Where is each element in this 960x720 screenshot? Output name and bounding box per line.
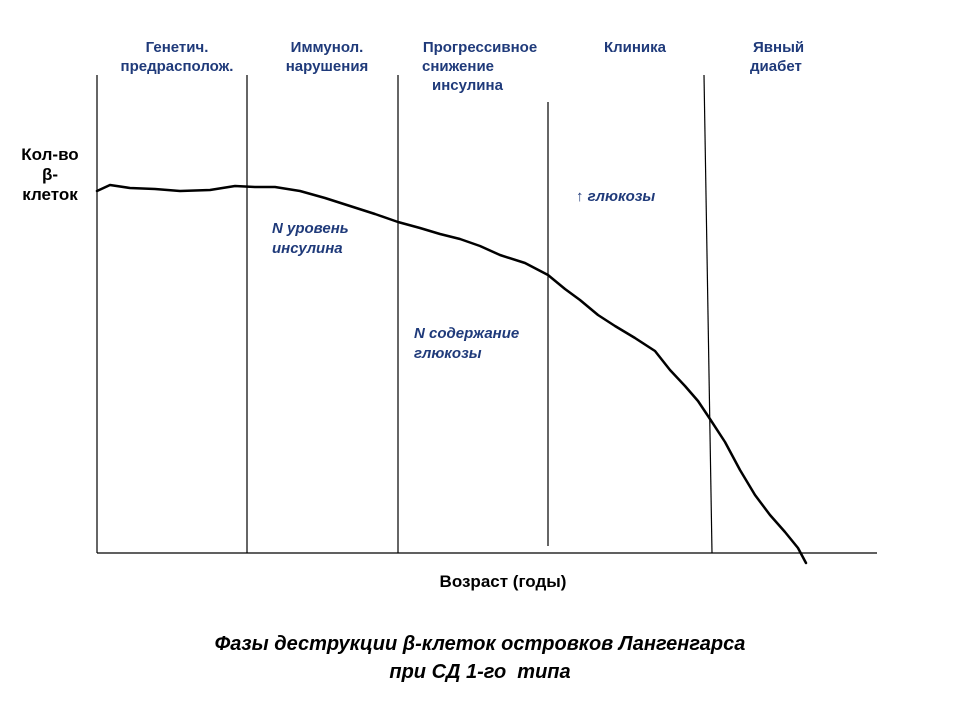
note-glucose-content-line-1: N содержание: [414, 325, 520, 342]
note-glucose-rise-text: ↑ глюкозы: [576, 188, 656, 205]
beta-cell-curve: [95, 183, 808, 565]
note-insulin-level-line-1: N уровень: [272, 220, 349, 237]
phase-label-insulin-decline-line-3: инсулина: [432, 77, 503, 94]
note-glucose-rise: ↑ глюкозы: [576, 187, 655, 207]
phase-label-clinic: Клиника: [585, 38, 685, 57]
note-insulin-level: N уровень инсулина: [272, 219, 349, 259]
phase-label-genetic-line-2: предрасполож.: [120, 58, 234, 75]
y-axis-label: Кол-во β- клеток: [8, 145, 92, 205]
y-axis-label-line-2: β-: [41, 165, 59, 184]
phase-label-diabetes: Явный диабет: [740, 38, 820, 76]
phase-label-genetic-line-1: Генетич.: [145, 39, 209, 56]
phase-label-insulin-decline-line-1: Прогрессивное: [422, 39, 538, 56]
phase-label-insulin-decline-line-2: снижение: [422, 58, 495, 75]
note-glucose-content: N содержание глюкозы: [414, 324, 519, 364]
figure-caption-line-1: Фазы деструкции β-клеток островков Ланге…: [214, 633, 746, 655]
y-axis-label-line-1: Кол-во: [21, 145, 79, 164]
phase-label-genetic: Генетич. предрасполож.: [107, 38, 247, 76]
phase-label-diabetes-line-2: диабет: [750, 58, 802, 75]
figure-caption-line-2: при СД 1-го типа: [389, 661, 571, 683]
phase-label-insulin-decline: Прогрессивное снижение инсулина: [400, 38, 560, 95]
figure-caption: Фазы деструкции β-клеток островков Ланге…: [60, 630, 900, 686]
phase-label-clinic-line-1: Клиника: [603, 39, 667, 56]
phase-label-diabetes-line-1: Явный: [753, 39, 805, 56]
y-axis-label-line-3: клеток: [22, 185, 78, 204]
x-axis-label: Возраст (годы): [439, 572, 567, 591]
phase-label-immune-line-1: Иммунол.: [290, 39, 364, 56]
phase-divider-4: [703, 74, 713, 554]
phase-label-immune-line-2: нарушения: [285, 58, 369, 75]
note-insulin-level-line-2: инсулина: [272, 240, 343, 257]
phase-label-immune: Иммунол. нарушения: [262, 38, 392, 76]
note-glucose-content-line-2: глюкозы: [414, 345, 482, 362]
